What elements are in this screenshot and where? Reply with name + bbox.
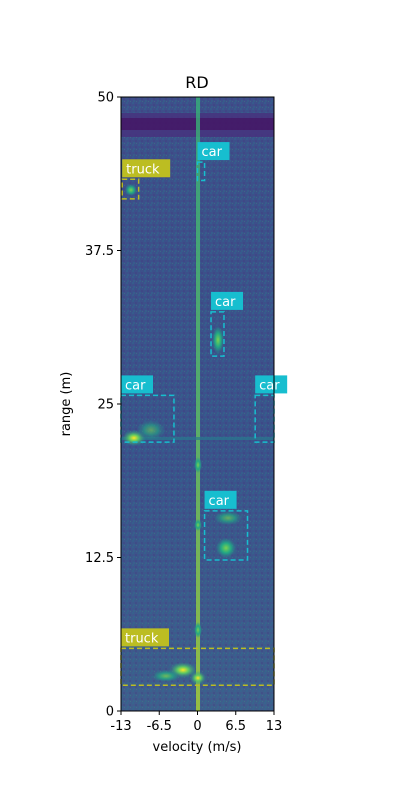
detection-label: car (259, 378, 280, 393)
detection-label: car (202, 145, 223, 160)
x-tick-label: -13 (110, 719, 131, 734)
x-axis-label: velocity (m/s) (153, 740, 242, 755)
x-tick-label: 6.5 (225, 719, 246, 734)
detection-label-bg (211, 291, 244, 310)
detection-box-car (210, 311, 225, 357)
y-tick-label: 0 (106, 705, 114, 720)
detection-label: car (125, 378, 146, 393)
detection-label-bg (121, 628, 169, 647)
detections-layer: truck car car car car car truck (120, 142, 288, 686)
detection-label-bg (197, 142, 230, 161)
detection-box-car (203, 510, 249, 561)
detection-label-bg (122, 159, 171, 178)
y-tick-label: 25 (97, 398, 114, 413)
y-axis-label: range (m) (59, 372, 74, 437)
heatmap-image (121, 97, 274, 711)
detection-box-truck (121, 178, 140, 200)
x-tick-label: 0 (193, 719, 201, 734)
detection-label: car (209, 494, 230, 509)
detection-label-bg (204, 490, 237, 509)
detection-label-bg (121, 375, 153, 394)
axes: -13 -6.5 0 6.5 13 0 12.5 25 37.5 50 (85, 91, 282, 735)
y-tick-label: 50 (97, 91, 114, 106)
detection-label-bg (255, 375, 288, 394)
y-tick-label: 12.5 (85, 551, 114, 566)
x-tick-label: -6.5 (147, 719, 172, 734)
detection-box-car (196, 161, 206, 182)
detection-label: truck (126, 162, 160, 177)
detection-label: truck (125, 631, 159, 646)
chart-title: RD (185, 73, 208, 92)
x-tick-label: 13 (266, 719, 283, 734)
y-tick-label: 37.5 (85, 244, 114, 259)
detection-box-car (120, 394, 175, 443)
detection-label: car (215, 295, 236, 310)
